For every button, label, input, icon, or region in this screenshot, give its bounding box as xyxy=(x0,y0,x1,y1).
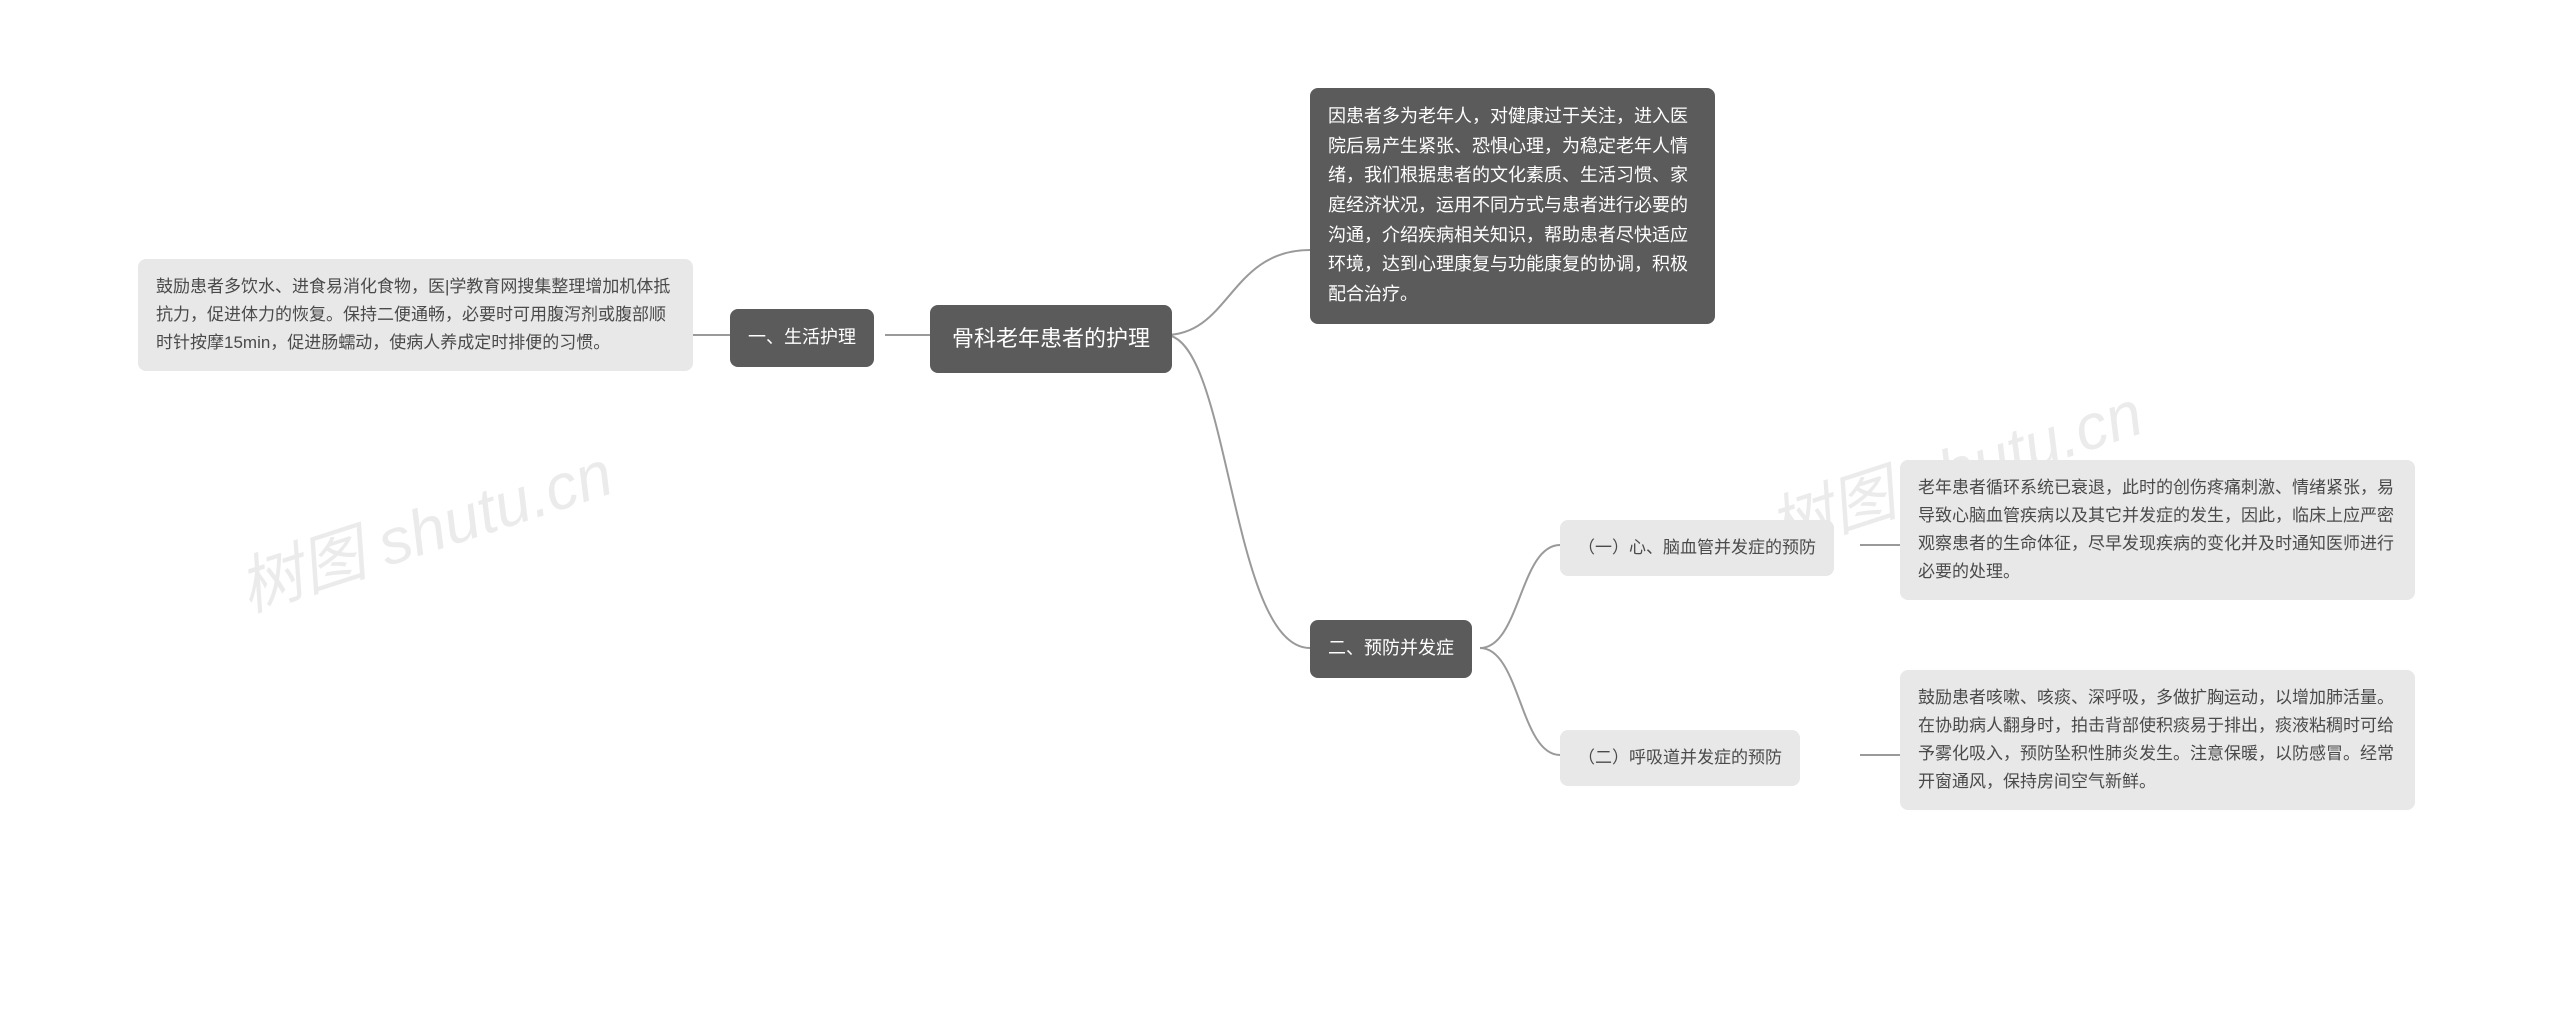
sub-cardiovascular-label: （一）心、脑血管并发症的预防 xyxy=(1578,538,1816,557)
leaf-life-care-text: 鼓励患者多饮水、进食易消化食物，医|学教育网搜集整理增加机体抵抗力，促进体力的恢… xyxy=(156,277,670,352)
leaf-psychology: 因患者多为老年人，对健康过于关注，进入医院后易产生紧张、恐惧心理，为稳定老年人情… xyxy=(1310,88,1715,324)
branch-life-care-label: 一、生活护理 xyxy=(748,327,856,347)
leaf-life-care-detail: 鼓励患者多饮水、进食易消化食物，医|学教育网搜集整理增加机体抵抗力，促进体力的恢… xyxy=(138,259,693,371)
mindmap-root: 骨科老年患者的护理 xyxy=(930,305,1172,373)
branch-complications: 二、预防并发症 xyxy=(1310,620,1472,678)
root-label: 骨科老年患者的护理 xyxy=(952,326,1150,351)
sub-respiratory: （二）呼吸道并发症的预防 xyxy=(1560,730,1800,786)
leaf-respiratory-text: 鼓励患者咳嗽、咳痰、深呼吸，多做扩胸运动，以增加肺活量。在协助病人翻身时，拍击背… xyxy=(1918,688,2394,791)
leaf-psychology-text: 因患者多为老年人，对健康过于关注，进入医院后易产生紧张、恐惧心理，为稳定老年人情… xyxy=(1328,106,1688,304)
sub-cardiovascular: （一）心、脑血管并发症的预防 xyxy=(1560,520,1834,576)
branch-life-care: 一、生活护理 xyxy=(730,309,874,367)
leaf-cardiovascular-text: 老年患者循环系统已衰退，此时的创伤疼痛刺激、情绪紧张，易导致心脑血管疾病以及其它… xyxy=(1918,478,2394,581)
watermark-1: 树图 shutu.cn xyxy=(225,422,622,629)
sub-respiratory-label: （二）呼吸道并发症的预防 xyxy=(1578,748,1782,767)
leaf-cardiovascular-detail: 老年患者循环系统已衰退，此时的创伤疼痛刺激、情绪紧张，易导致心脑血管疾病以及其它… xyxy=(1900,460,2415,600)
leaf-respiratory-detail: 鼓励患者咳嗽、咳痰、深呼吸，多做扩胸运动，以增加肺活量。在协助病人翻身时，拍击背… xyxy=(1900,670,2415,810)
branch-complications-label: 二、预防并发症 xyxy=(1328,638,1454,658)
